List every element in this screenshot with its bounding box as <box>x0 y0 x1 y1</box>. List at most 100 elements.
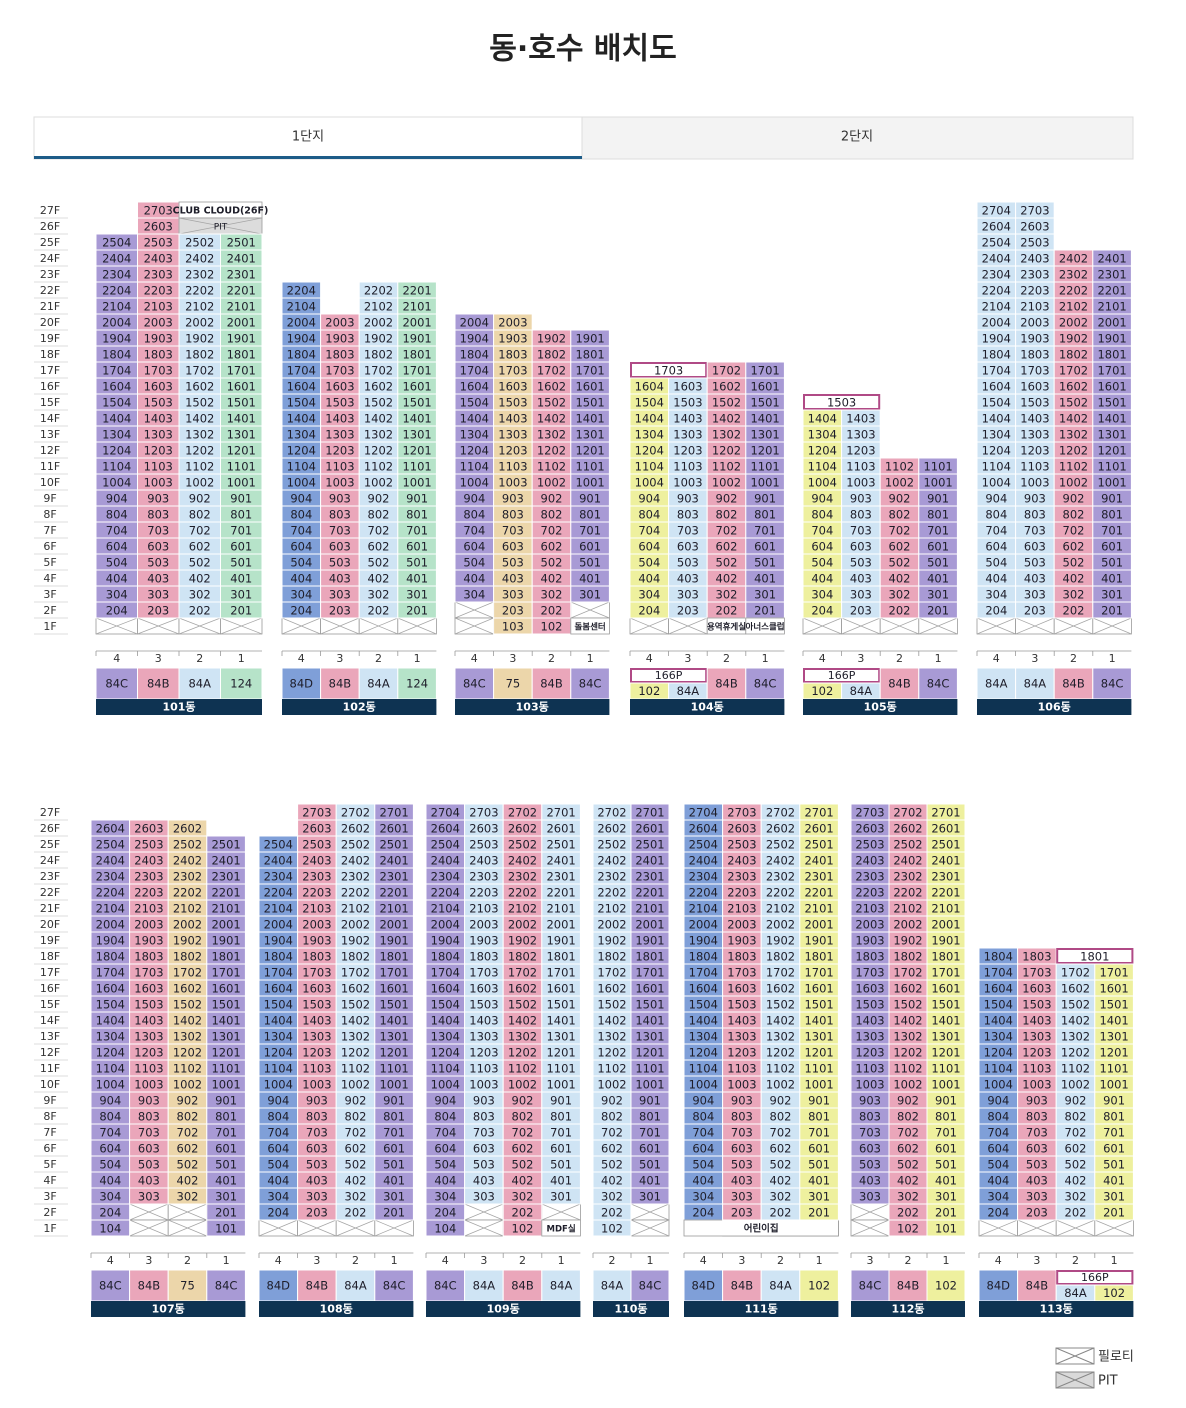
unit-number: 1701 <box>211 966 240 980</box>
line-number: 2 <box>352 1254 359 1267</box>
unit-number: 403 <box>850 572 872 586</box>
unit-number: 1601 <box>1097 380 1126 394</box>
unit-number: 203 <box>731 1206 753 1220</box>
unit-number: 1703 <box>1020 364 1049 378</box>
unit-number: 2204 <box>287 284 316 298</box>
unit-number: 1301 <box>379 1030 408 1044</box>
unit-number: 1804 <box>982 348 1011 362</box>
unit-number: 204 <box>692 1206 714 1220</box>
cross-line <box>95 617 138 635</box>
unit-number: 501 <box>1103 1158 1125 1172</box>
unit-number: 1802 <box>537 348 566 362</box>
line-number: 3 <box>857 652 864 665</box>
type-label: 84D <box>692 1279 716 1293</box>
unit-number: 2101 <box>546 902 575 916</box>
unit-number: 504 <box>692 1158 714 1172</box>
unit-number: 501 <box>579 556 601 570</box>
unit-number: 1203 <box>144 444 173 458</box>
unit-number: 2201 <box>931 886 960 900</box>
unit-number: 2601 <box>804 822 833 836</box>
floor-label: 19F <box>40 332 60 345</box>
unit-number: 1001 <box>211 1078 240 1092</box>
unit-number: 301 <box>1103 1190 1125 1204</box>
unit-number: 2004 <box>264 918 293 932</box>
unit-number: 103 <box>502 620 524 634</box>
unit-number: 701 <box>383 1126 405 1140</box>
unit-number: 1903 <box>302 934 331 948</box>
unit-number: 1903 <box>727 934 756 948</box>
unit-number: 904 <box>811 492 833 506</box>
type-label: 84A <box>985 677 1008 691</box>
unit-number: 1202 <box>364 444 393 458</box>
unit-number: 903 <box>473 1094 495 1108</box>
line-number: 4 <box>107 1254 114 1267</box>
unit-number: 102 <box>541 620 563 634</box>
unit-number: 301 <box>406 588 428 602</box>
unit-number: 1003 <box>727 1078 756 1092</box>
type-label: 75 <box>506 677 521 691</box>
unit-number: 1402 <box>766 1014 795 1028</box>
unit-number: 1102 <box>893 1062 922 1076</box>
unit-number: 1102 <box>364 460 393 474</box>
unit-number: 501 <box>550 1158 572 1172</box>
unit-number: 201 <box>406 604 428 618</box>
unit-number: 902 <box>1065 1094 1087 1108</box>
unit-number: 1202 <box>893 1046 922 1060</box>
unit-number: 2704 <box>982 204 1011 218</box>
unit-number: 601 <box>754 540 776 554</box>
unit-number: 1602 <box>893 982 922 996</box>
cell-label: PIT <box>214 223 228 233</box>
unit-number: 502 <box>345 1158 367 1172</box>
floor-label: 4F <box>43 1174 56 1187</box>
unit-number: 1404 <box>287 412 316 426</box>
type-cell <box>95 667 138 700</box>
unit-number: 1302 <box>364 428 393 442</box>
unit-number: 601 <box>579 540 601 554</box>
unit-number: 1103 <box>498 460 527 474</box>
tab-label[interactable]: 1단지 <box>292 130 324 145</box>
unit-number: 603 <box>1026 1142 1048 1156</box>
unit-number: 1003 <box>325 476 354 490</box>
unit-number: 701 <box>215 1126 237 1140</box>
unit-number: 1004 <box>287 476 316 490</box>
unit-number: 2001 <box>379 918 408 932</box>
unit-number: 903 <box>677 492 699 506</box>
unit-number: 1401 <box>546 1014 575 1028</box>
penthouse-type-label: 166P <box>655 669 683 682</box>
unit-number: 1001 <box>750 476 779 490</box>
unit-number: 2103 <box>144 300 173 314</box>
unit-number: 704 <box>106 524 128 538</box>
unit-number: 402 <box>512 1174 534 1188</box>
tab-label[interactable]: 2단지 <box>841 130 873 145</box>
unit-number: 403 <box>473 1174 495 1188</box>
unit-number: 2603 <box>1020 220 1049 234</box>
tab-background[interactable] <box>581 116 1134 160</box>
unit-number: 402 <box>189 572 211 586</box>
unit-number: 1102 <box>597 1062 626 1076</box>
unit-number: 2304 <box>102 268 131 282</box>
unit-number: 802 <box>770 1110 792 1124</box>
unit-number: 1801 <box>546 950 575 964</box>
unit-number: 703 <box>138 1126 160 1140</box>
unit-number: 1301 <box>931 1030 960 1044</box>
floor-label: 10F <box>40 1078 60 1091</box>
unit-number: 1601 <box>379 982 408 996</box>
cell-label: 1801 <box>1080 950 1109 964</box>
unit-number: 604 <box>463 540 485 554</box>
unit-number: 2002 <box>508 918 537 932</box>
type-cell <box>320 667 360 700</box>
tab-background[interactable] <box>33 116 583 160</box>
line-number: 4 <box>275 1254 282 1267</box>
line-number: 4 <box>819 652 826 665</box>
type-label: 84C <box>754 677 777 691</box>
unit-number: 1102 <box>173 1062 202 1076</box>
unit-number: 1301 <box>546 1030 575 1044</box>
unit-number: 1704 <box>689 966 718 980</box>
unit-number: 1501 <box>379 998 408 1012</box>
unit-number: 2501 <box>546 838 575 852</box>
unit-number: 1002 <box>1059 476 1088 490</box>
unit-number: 1601 <box>804 982 833 996</box>
unit-number: 1704 <box>96 966 125 980</box>
unit-number: 1204 <box>982 444 1011 458</box>
unit-number: 2302 <box>893 870 922 884</box>
